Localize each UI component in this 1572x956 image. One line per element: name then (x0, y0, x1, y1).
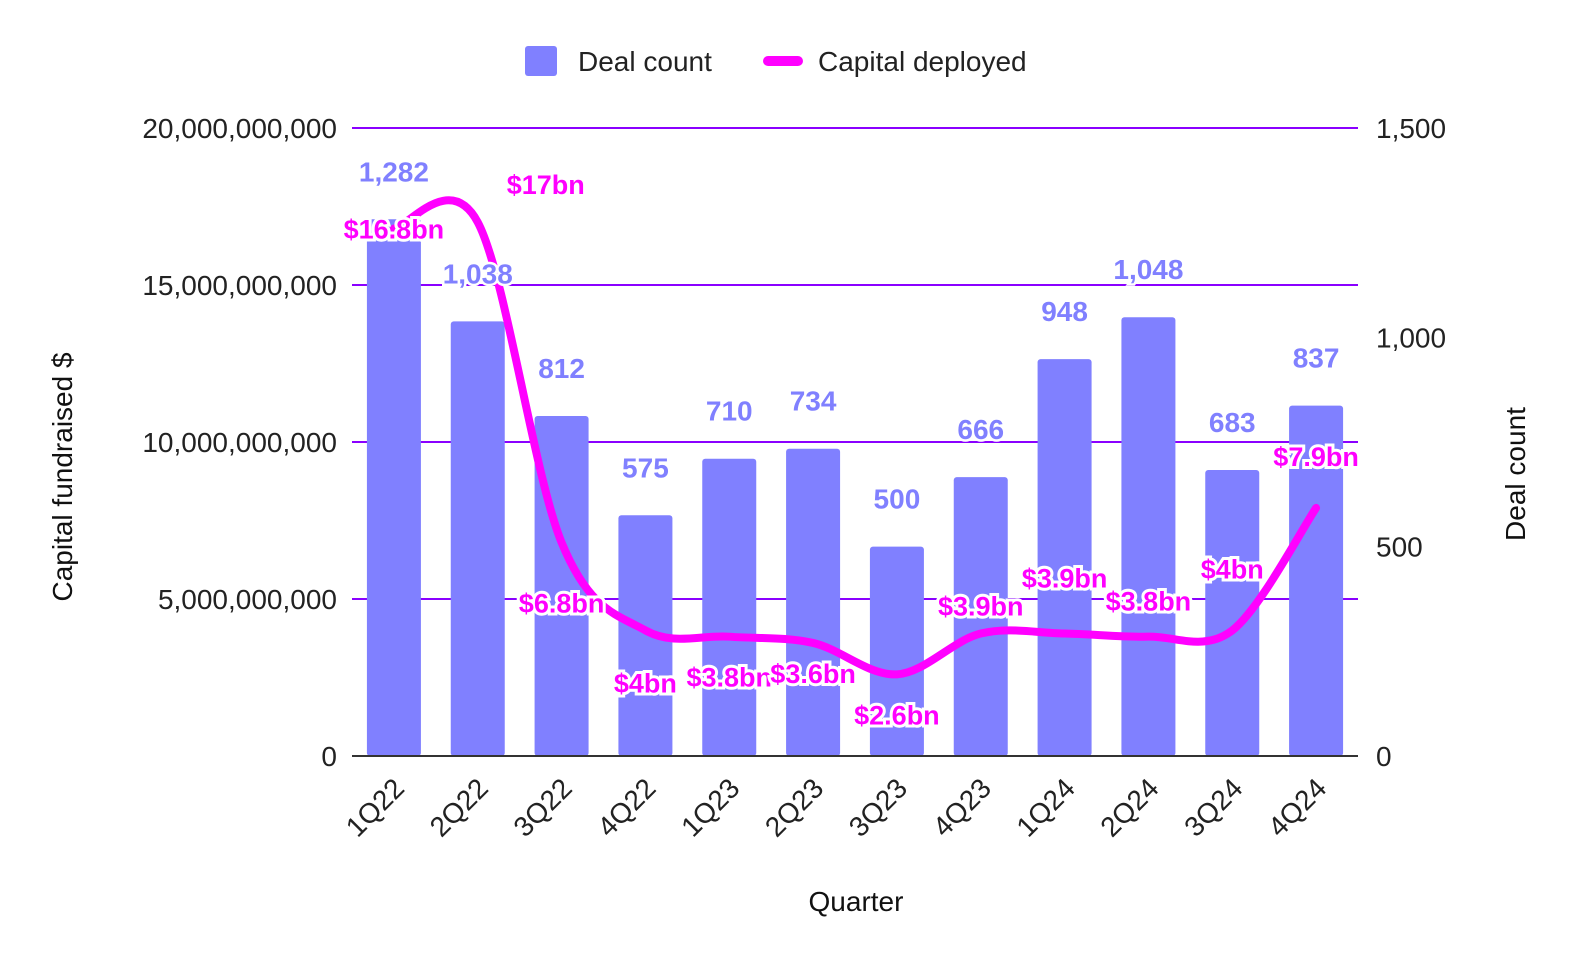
legend-swatch-deal-count (525, 46, 557, 76)
x-tick-label: 2Q24 (1094, 772, 1164, 842)
line-value-label: $4bn (1201, 554, 1264, 584)
y-tick-label-left: 10,000,000,000 (142, 427, 337, 458)
bar (1121, 317, 1176, 756)
legend-label-deal-count: Deal count (578, 46, 712, 77)
line-value-label: $3.8bn (686, 663, 772, 693)
line-value-label: $6.8bn (519, 588, 605, 618)
y-tick-label-left: 5,000,000,000 (158, 584, 337, 615)
line-data-labels: $16.8bn$17bn$6.8bn$4bn $3.8bn$3.6bn$2.6bn… (341, 167, 1362, 733)
x-tick-label: 4Q23 (927, 772, 997, 842)
bar-data-labels: 1,282 1,038 812 575 710 734 500 666 948 1,048 683 8… (356, 154, 1342, 517)
bar (1205, 470, 1260, 756)
x-tick-label: 2Q22 (424, 772, 494, 842)
line-value-label: $3.8bn (1106, 587, 1192, 617)
line-value-label: $3.9bn (938, 592, 1024, 622)
x-tick-label: 4Q24 (1262, 772, 1332, 842)
bar (618, 515, 673, 756)
y-tick-label-left: 20,000,000,000 (142, 113, 337, 144)
line-value-label: $3.6bn (770, 659, 856, 689)
bars-deal-count (366, 219, 1344, 756)
line-value-label: $4bn (614, 668, 677, 698)
y-tick-label-right: 1,500 (1376, 113, 1446, 144)
capital-deployed-line (389, 196, 1321, 679)
legend: Deal count Capital deployed (525, 46, 1027, 77)
bar-value-label: 575 (622, 452, 669, 483)
bar-value-label: 683 (1209, 407, 1256, 438)
line-value-label: $7.9bn (1273, 442, 1359, 472)
x-axis-title: Quarter (809, 886, 904, 917)
bar-value-label: 734 (790, 386, 837, 417)
gridlines (352, 127, 1358, 600)
x-tick-label: 3Q24 (1178, 772, 1248, 842)
legend-label-capital-deployed: Capital deployed (818, 46, 1027, 77)
bar (702, 458, 757, 756)
x-tick-label: 1Q22 (340, 772, 410, 842)
bar-value-label: 837 (1293, 343, 1340, 374)
line-capital-deployed (389, 196, 1321, 679)
bar (953, 477, 1008, 756)
line-value-label: $17bn (507, 170, 585, 200)
bar-value-label: 1,038 (443, 258, 513, 289)
bar (450, 321, 505, 756)
bar (1289, 405, 1344, 756)
x-tick-label: 2Q23 (759, 772, 829, 842)
bar-value-label: 710 (706, 396, 753, 427)
y-axis-title-right: Deal count (1500, 407, 1531, 541)
x-tick-label: 3Q22 (507, 772, 577, 842)
bar (869, 546, 924, 756)
y-axis-title-left: Capital fundraised $ (47, 352, 78, 601)
bar-value-label: 1,282 (359, 156, 429, 187)
bar-value-label: 1,048 (1113, 254, 1183, 285)
y-tick-label-right: 1,000 (1376, 322, 1446, 353)
y-tick-label-right: 500 (1376, 532, 1423, 563)
bar-value-label: 666 (957, 414, 1004, 445)
y-tick-label-right: 0 (1376, 741, 1392, 772)
line-value-label: $3.9bn (1022, 564, 1108, 594)
bar-value-label: 812 (538, 353, 585, 384)
x-tick-label: 1Q24 (1010, 772, 1080, 842)
x-tick-label: 4Q22 (591, 772, 661, 842)
bar (786, 448, 841, 756)
bar (1037, 359, 1092, 756)
y-tick-label-left: 15,000,000,000 (142, 270, 337, 301)
x-tick-label: 1Q23 (675, 772, 745, 842)
line-value-label: $2.6bn (854, 700, 940, 730)
bar-value-label: 948 (1041, 296, 1088, 327)
bar-value-label: 500 (874, 484, 921, 515)
line-value-label: $16.8bn (344, 214, 445, 244)
bar (366, 219, 421, 756)
y-tick-label-left: 0 (321, 741, 337, 772)
x-tick-label: 3Q23 (843, 772, 913, 842)
